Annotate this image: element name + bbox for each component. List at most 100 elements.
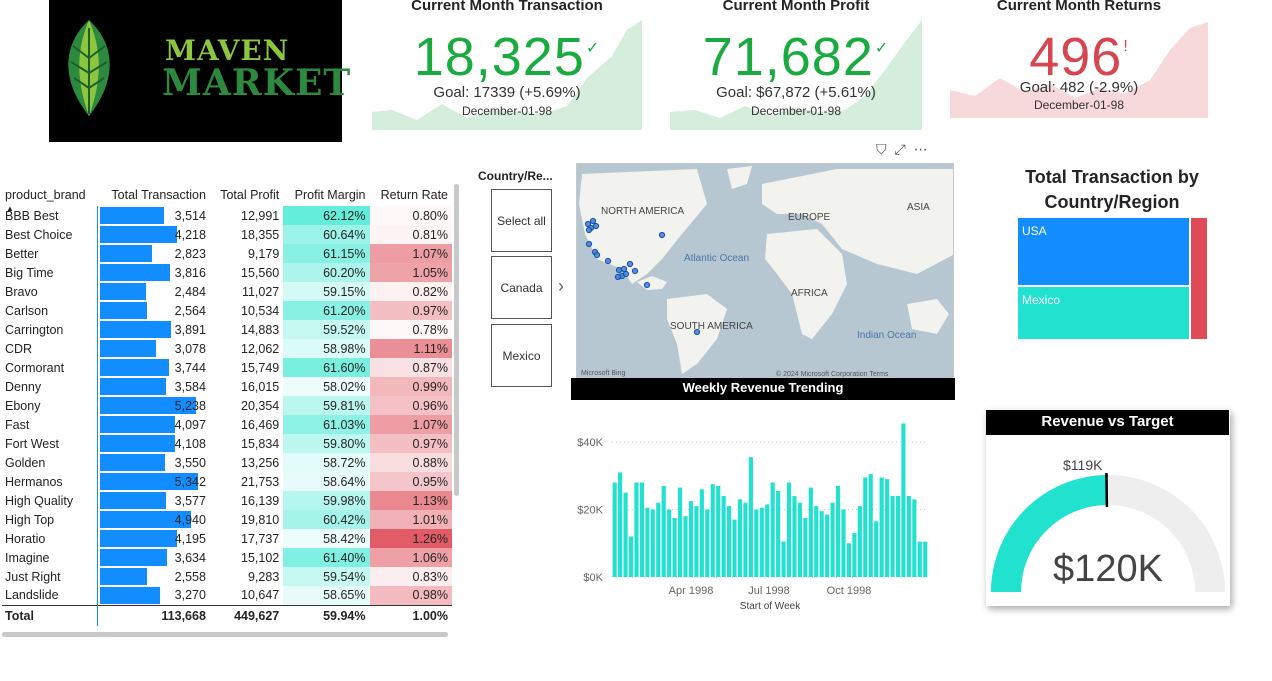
profit-cell: 11,027 (241, 284, 280, 299)
table-row[interactable]: Best Choice 4,218 18,355 60.64% 0.81% (2, 225, 452, 244)
table-row[interactable]: Big Time 3,816 15,560 60.20% 1.05% (2, 263, 452, 282)
column-header[interactable]: product_brand (5, 188, 86, 202)
margin-cell: 61.03% (283, 415, 370, 434)
weekly-bar (879, 477, 884, 577)
brand-matrix-table[interactable]: product_brand Total Transaction Total Pr… (2, 184, 452, 626)
weekly-bar (748, 457, 753, 577)
return-rate-cell: 1.11% (369, 339, 452, 358)
margin-cell: 61.20% (283, 301, 370, 320)
data-bar (100, 492, 167, 509)
table-vertical-scrollbar[interactable] (454, 184, 459, 496)
slicer-option-mexico[interactable]: Mexico (491, 324, 552, 387)
weekly-bar (874, 521, 879, 577)
table-row[interactable]: Denny 3,584 16,015 58.02% 0.99% (2, 377, 452, 396)
weekly-revenue-title: Weekly Revenue Trending (571, 378, 955, 400)
column-header[interactable]: Total Transaction (111, 188, 206, 202)
brand-cell: Horatio (5, 531, 46, 546)
table-row[interactable]: Ebony 5,238 20,354 59.81% 0.96% (2, 396, 452, 415)
y-tick-label: $20K (577, 505, 603, 517)
weekly-bar (852, 533, 857, 577)
table-row[interactable]: BBB Best 3,514 12,991 62.12% 0.80% (2, 206, 452, 225)
brand-cell: Just Right (5, 569, 61, 584)
table-row[interactable]: High Top 4,940 19,810 60.42% 1.01% (2, 510, 452, 529)
table-row[interactable]: Fort West 4,108 15,834 59.80% 0.97% (2, 434, 452, 453)
margin-cell: 60.20% (283, 263, 370, 282)
revenue-gauge-card[interactable]: Revenue vs Target $119K $120K (986, 410, 1230, 606)
column-header[interactable]: Return Rate (380, 188, 448, 202)
kpi-profit-card[interactable]: Current Month Profit 71,682✓ Goal: $67,8… (670, 0, 922, 132)
country-treemap[interactable]: USA Mexico (1018, 218, 1207, 339)
map-copyright: © 2024 Microsoft Corporation Terms (776, 371, 889, 378)
brand-cell: Ebony (5, 398, 41, 413)
store-location-map[interactable]: NORTH AMERICA EUROPE ASIA AFRICA SOUTH A… (576, 163, 954, 380)
weekly-bar (912, 499, 917, 577)
sort-ascending-icon[interactable]: ▲ (6, 204, 14, 213)
weekly-revenue-chart[interactable]: $0K $20K $40K Apr 1998 Jul 1998 Oct 1998 Start… (571, 402, 955, 617)
brand-cell: Landslide (5, 588, 59, 603)
table-row[interactable]: Better 2,823 9,179 61.15% 1.07% (2, 244, 452, 263)
margin-cell: 59.80% (283, 434, 370, 453)
table-row[interactable]: Carrington 3,891 14,883 59.52% 0.78% (2, 320, 452, 339)
weekly-bar (786, 482, 792, 577)
weekly-bar (743, 502, 748, 577)
weekly-bar (841, 509, 846, 577)
gauge-arc (991, 472, 1225, 592)
table-row[interactable]: Horatio 4,195 17,737 58.42% 1.26% (2, 529, 452, 548)
kpi-title: Current Month Transaction (411, 0, 603, 14)
kpi-goal: Goal: $67,872 (+5.61%) (716, 84, 876, 101)
table-row[interactable]: High Quality 3,577 16,139 59.98% 1.13% (2, 491, 452, 510)
table-row[interactable]: CDR 3,078 12,062 58.98% 1.11% (2, 339, 452, 358)
sparkline-area (670, 20, 922, 130)
focus-mode-icon[interactable]: ⤢ (894, 141, 914, 157)
kpi-returns-card[interactable]: Current Month Returns 496! Goal: 482 (-2… (950, 0, 1208, 132)
return-rate-cell: 1.26% (369, 529, 452, 548)
table-horizontal-scrollbar[interactable] (2, 632, 448, 637)
transactions-cell: 2,558 (97, 567, 210, 586)
margin-cell: 58.72% (283, 453, 370, 472)
weekly-bar (923, 541, 928, 577)
y-tick-label: $40K (577, 437, 603, 449)
maven-market-logo: MAVEN MARKET (49, 0, 350, 142)
table-row[interactable]: Golden 3,550 13,256 58.72% 0.88% (2, 453, 452, 472)
transactions-cell: 3,550 (97, 453, 210, 472)
exclamation-icon: ! (1123, 38, 1129, 55)
treemap-cell-mexico[interactable]: Mexico (1018, 287, 1189, 339)
x-tick-label: Apr 1998 (669, 585, 714, 597)
more-options-icon[interactable]: ⋯ (913, 141, 936, 157)
table-row[interactable]: Landslide 3,270 10,647 58.65% 0.98% (2, 586, 452, 605)
transactions-cell: 2,484 (97, 282, 210, 301)
table-row[interactable]: Imagine 3,634 15,102 61.40% 1.06% (2, 548, 452, 567)
gauge-value: $120K (1053, 548, 1163, 590)
column-header[interactable]: Profit Margin (294, 188, 366, 202)
data-bar (100, 321, 172, 338)
slicer-option-select-all[interactable]: Select all (491, 189, 552, 252)
weekly-bar (906, 496, 911, 577)
data-bar (100, 340, 157, 357)
data-bar (100, 435, 176, 452)
weekly-bar (868, 474, 873, 577)
profit-cell: 10,534 (241, 303, 280, 318)
column-header[interactable]: Total Profit (220, 188, 280, 202)
kpi-transaction-card[interactable]: Current Month Transaction 18,325✓ Goal: … (372, 0, 642, 132)
gauge-title: Revenue vs Target (986, 410, 1229, 435)
return-rate-cell: 0.88% (369, 453, 452, 472)
weekly-bar (639, 482, 644, 577)
filter-icon[interactable]: ⛉ (876, 141, 895, 157)
table-row[interactable]: Hermanos 5,342 21,753 58.64% 0.95% (2, 472, 452, 491)
data-bar (100, 568, 148, 585)
table-row[interactable]: Bravo 2,484 11,027 59.15% 0.82% (2, 282, 452, 301)
store-markers (584, 217, 701, 336)
transactions-cell: 4,195 (97, 529, 210, 548)
return-rate-cell: 0.83% (369, 567, 452, 586)
table-row[interactable]: Carlson 2,564 10,534 61.20% 0.97% (2, 301, 452, 320)
treemap-cell-usa[interactable]: USA (1018, 218, 1189, 285)
brand-cell: Best Choice (5, 227, 73, 242)
table-row[interactable]: Fast 4,097 16,469 61.03% 1.07% (2, 415, 452, 434)
treemap-cell-canada[interactable] (1191, 218, 1207, 339)
transactions-cell: 4,097 (97, 415, 210, 434)
data-bar (100, 416, 176, 433)
chevron-right-icon[interactable]: › (558, 276, 564, 296)
slicer-option-canada[interactable]: Canada (491, 256, 552, 319)
table-row[interactable]: Just Right 2,558 9,283 59.54% 0.83% (2, 567, 452, 586)
table-row[interactable]: Cormorant 3,744 15,749 61.60% 0.87% (2, 358, 452, 377)
